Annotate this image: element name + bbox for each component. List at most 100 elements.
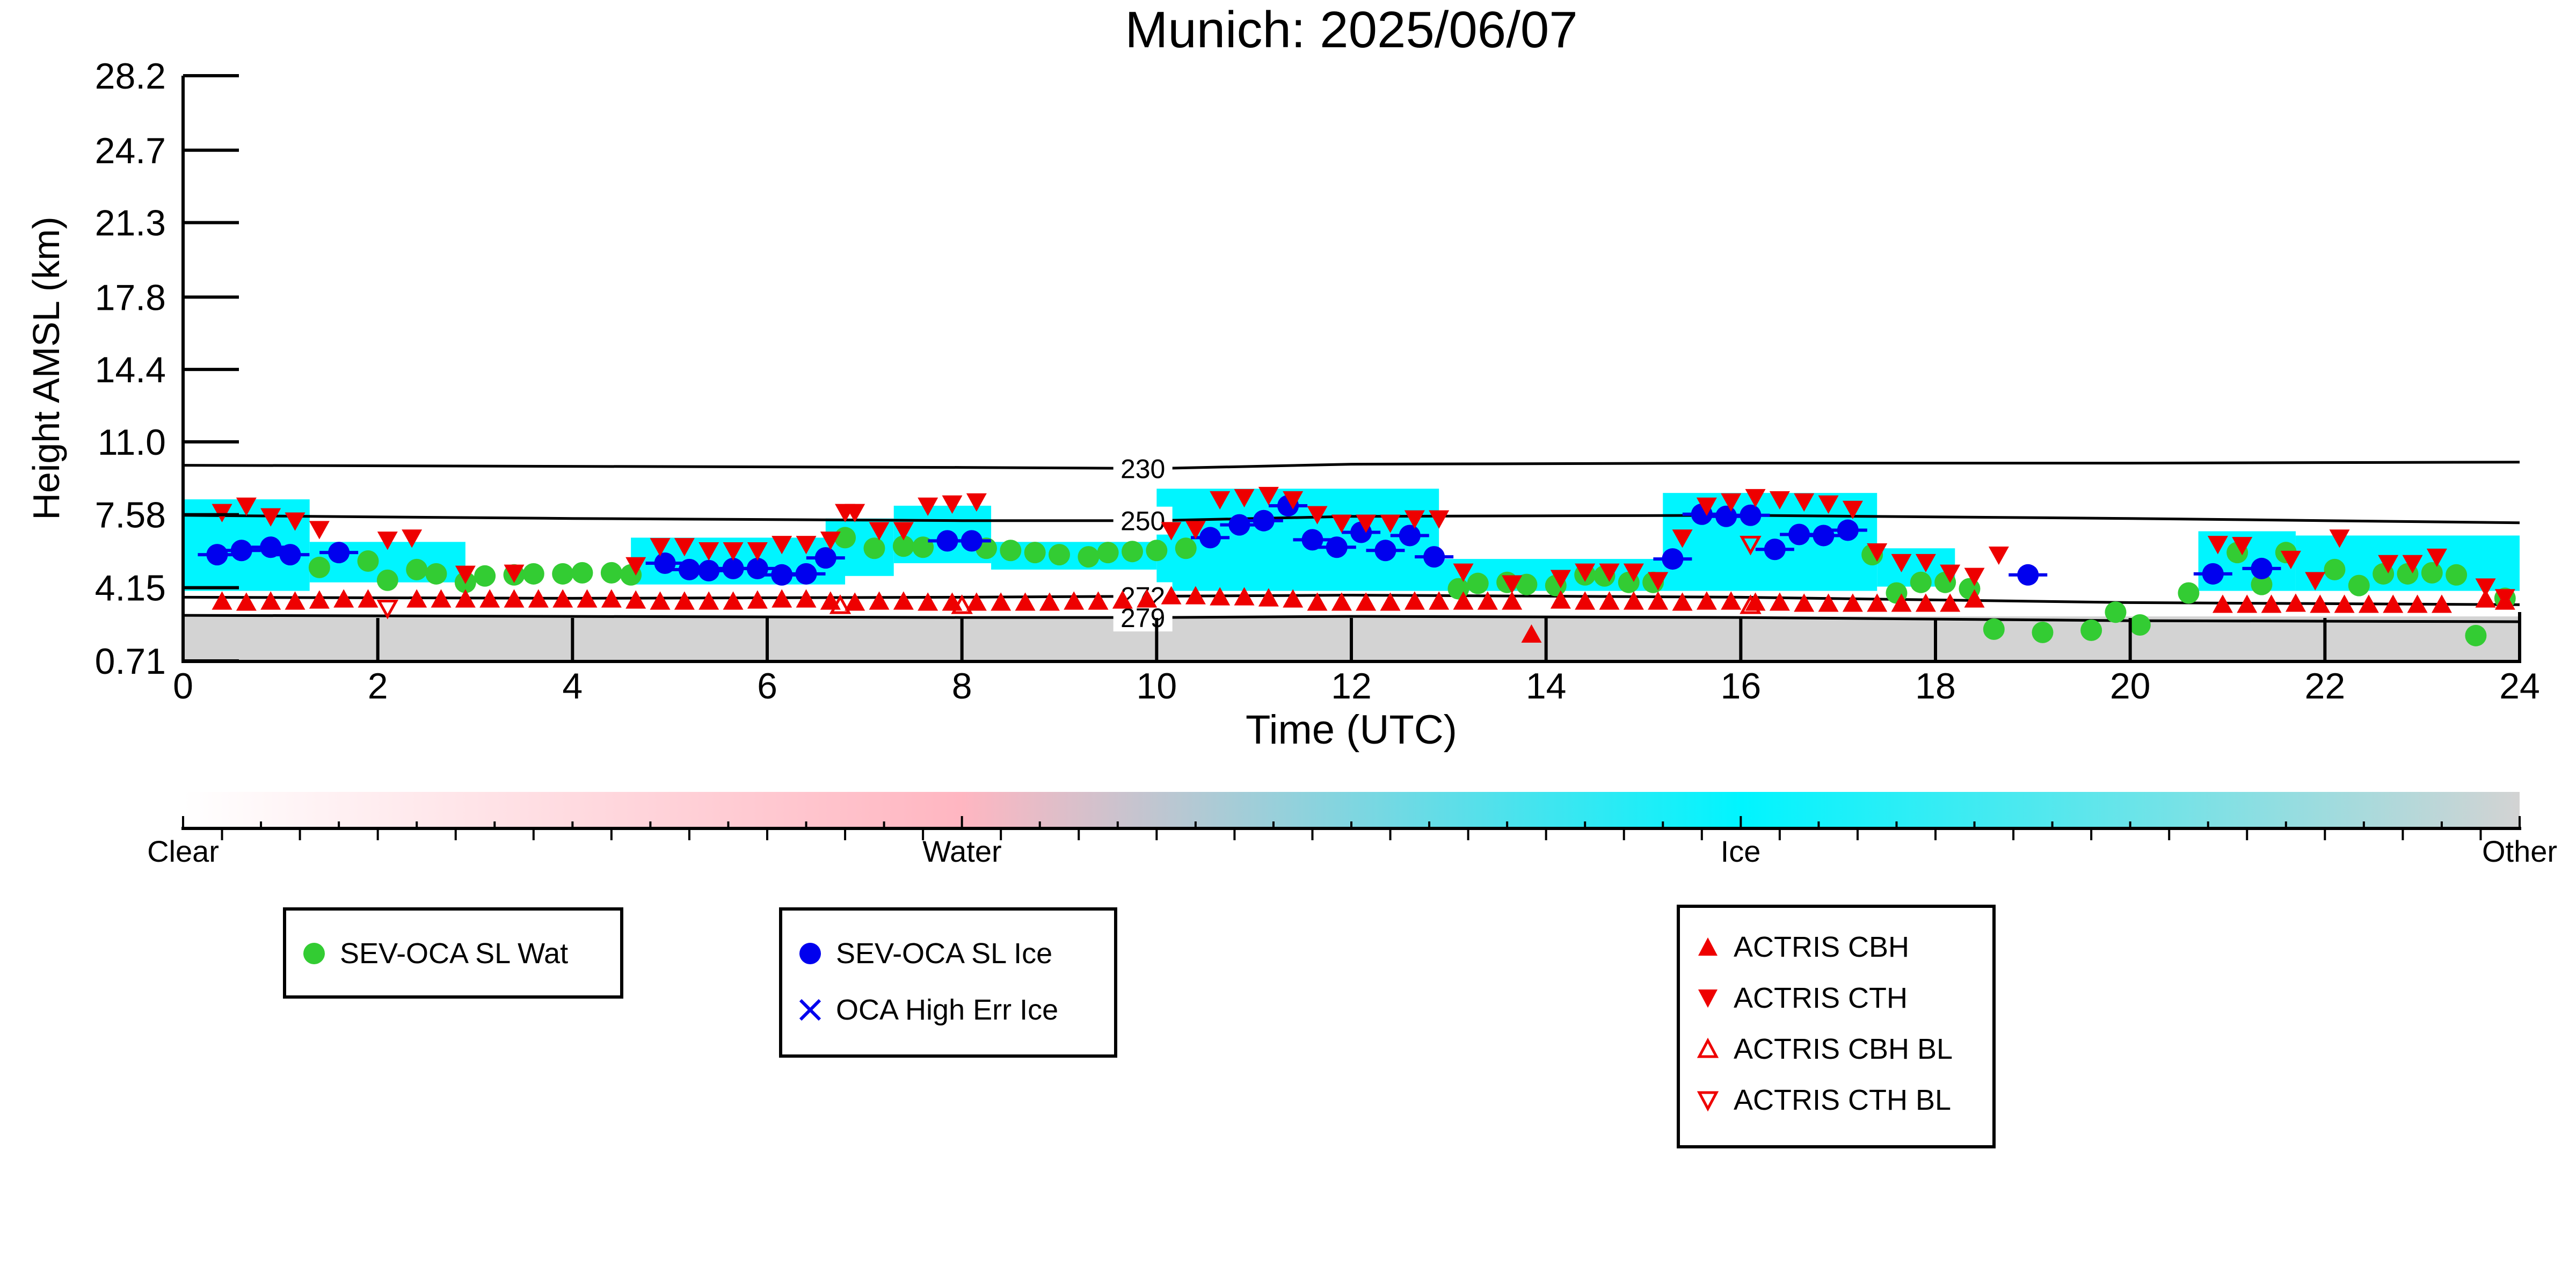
sev-oca-sl-wat-marker: [2446, 564, 2468, 586]
actris-cth-marker: [1453, 563, 1474, 582]
x-ticks: 0 2 4 6 8 10 12 14 16 18 20 22 24: [173, 618, 2540, 707]
y-tick-label: 24.7: [95, 130, 166, 171]
sev-oca-sl-ice-marker: [1301, 529, 1323, 551]
x-tick-label: 12: [1331, 666, 1372, 707]
actris-cbh-marker: [1064, 591, 1085, 610]
actris-cbh-marker: [1137, 589, 1158, 608]
actris-cth-marker: [918, 497, 938, 516]
actris-cbh-marker: [1521, 624, 1542, 643]
actris-cth-bl-marker: [1740, 536, 1762, 556]
actris-cth-marker: [723, 542, 744, 561]
actris-cth-marker: [1915, 554, 1936, 573]
actris-cbh-marker: [674, 591, 695, 610]
actris-cbh-marker: [1210, 587, 1231, 606]
sev-oca-sl-ice-marker: [1740, 504, 1762, 526]
sev-oca-sl-wat-marker: [2178, 582, 2200, 604]
actris-cbh-marker: [1112, 590, 1133, 609]
actris-cbh-marker: [2310, 594, 2331, 613]
red-triangle-down-icon: [1698, 989, 1718, 1008]
actris-cbh-marker: [1502, 591, 1523, 610]
actris-cth-marker: [820, 532, 841, 550]
actris-cth-marker: [650, 538, 671, 557]
sev-oca-sl-ice-marker: [328, 542, 350, 564]
actris-cbh-marker: [1283, 589, 1304, 608]
actris-cth-marker: [1283, 491, 1304, 510]
x-tick-label: 16: [1721, 666, 1762, 707]
sev-oca-sl-ice-marker: [814, 547, 836, 569]
sev-oca-sl-ice-marker: [960, 530, 983, 552]
sev-oca-sl-ice-marker: [698, 559, 720, 581]
actris-cth-marker: [1404, 510, 1425, 529]
actris-cth-marker: [1550, 570, 1571, 588]
actris-cbh-marker: [577, 589, 598, 608]
actris-cth-marker: [1867, 543, 1888, 562]
y-tick-label: 17.8: [95, 277, 166, 318]
sev-oca-sl-wat-marker: [2421, 562, 2443, 584]
sev-oca-sl-ice-marker: [1662, 548, 1684, 570]
actris-cbh-marker: [1307, 592, 1328, 611]
legend-label: ACTRIS CTH: [1734, 982, 1908, 1014]
x-tick-label: 20: [2110, 666, 2151, 707]
actris-cbh-bl-marker: [951, 594, 973, 614]
actris-cth-marker: [1721, 493, 1742, 512]
actris-cbh-marker: [285, 591, 305, 610]
actris-cth-marker: [455, 565, 476, 584]
actris-cbh-marker: [893, 591, 914, 610]
x-tick-label: 4: [562, 666, 583, 707]
sev-oca-sl-wat-marker: [863, 537, 885, 559]
actris-cth-marker: [1331, 514, 1352, 533]
actris-cbh-marker: [2261, 594, 2282, 613]
actris-cth-marker: [2305, 572, 2326, 591]
sev-oca-sl-ice-marker: [1199, 527, 1221, 549]
sev-oca-sl-wat-marker: [1000, 540, 1022, 562]
actris-cbh-marker: [1039, 592, 1060, 611]
sev-oca-sl-wat-marker: [892, 535, 914, 557]
actris-cbh-marker: [1599, 591, 1620, 610]
actris-cbh-marker: [1088, 591, 1109, 610]
sev-oca-sl-wat-marker: [1078, 546, 1100, 568]
actris-cbh-marker: [1015, 592, 1036, 611]
actris-cbh-marker: [406, 589, 427, 608]
x-tick-label: 14: [1526, 666, 1567, 707]
y-tick-label: 4.15: [95, 568, 166, 609]
actris-cth-marker: [1623, 563, 1644, 582]
actris-cbh-marker: [528, 589, 549, 608]
x-tick-label: 8: [952, 666, 972, 707]
actris-cbh-marker: [1891, 593, 1912, 612]
actris-cbh-marker: [1575, 591, 1596, 610]
actris-cbh-marker: [2334, 594, 2355, 613]
y-tick-label: 11.0: [98, 422, 166, 463]
actris-cth-marker: [1672, 529, 1693, 548]
x-tick-label: 2: [368, 666, 388, 707]
actris-cbh-marker: [1696, 591, 1717, 610]
legend-actris: ACTRIS CBH ACTRIS CTH ACTRIS CBH BL ACTR…: [1677, 905, 1996, 1148]
actris-cth-marker: [1502, 575, 1523, 594]
actris-cbh-marker: [991, 592, 1012, 611]
sev-oca-sl-wat-marker: [2348, 574, 2370, 596]
legend-item-sev-oca-sl-ice: SEV-OCA SL Ice: [798, 937, 1052, 970]
actris-cth-marker: [747, 542, 768, 561]
actris-cbh-marker: [260, 591, 281, 610]
actris-cth-marker: [1599, 563, 1620, 582]
x-tick-label: 24: [2499, 666, 2540, 707]
sev-oca-sl-wat-marker: [1516, 573, 1538, 595]
sev-oca-sl-ice-marker: [1715, 505, 1737, 527]
actris-cth-marker: [2232, 537, 2253, 556]
actris-cbh-marker: [1940, 593, 1961, 612]
sev-oca-sl-ice-marker: [1813, 525, 1835, 547]
contour-label: 250: [1120, 506, 1165, 536]
actris-cbh-marker: [552, 589, 573, 608]
x-axis-label: Time (UTC): [1246, 707, 1457, 753]
actris-cth-marker: [2329, 529, 2350, 548]
sev-oca-sl-wat-marker: [600, 562, 622, 584]
actris-cth-marker: [674, 538, 695, 557]
contour-label: 230: [1120, 454, 1165, 484]
actris-cbh-marker: [1721, 591, 1742, 610]
actris-cbh-marker: [455, 589, 476, 608]
actris-cth-marker: [1210, 491, 1231, 510]
actris-cth-marker: [2426, 548, 2447, 567]
actris-cth-marker: [2475, 578, 2496, 597]
colorbar-label-clear: Clear: [147, 834, 219, 868]
sev-oca-sl-ice-marker: [2017, 564, 2039, 586]
sev-oca-sl-wat-marker: [1146, 540, 1168, 562]
